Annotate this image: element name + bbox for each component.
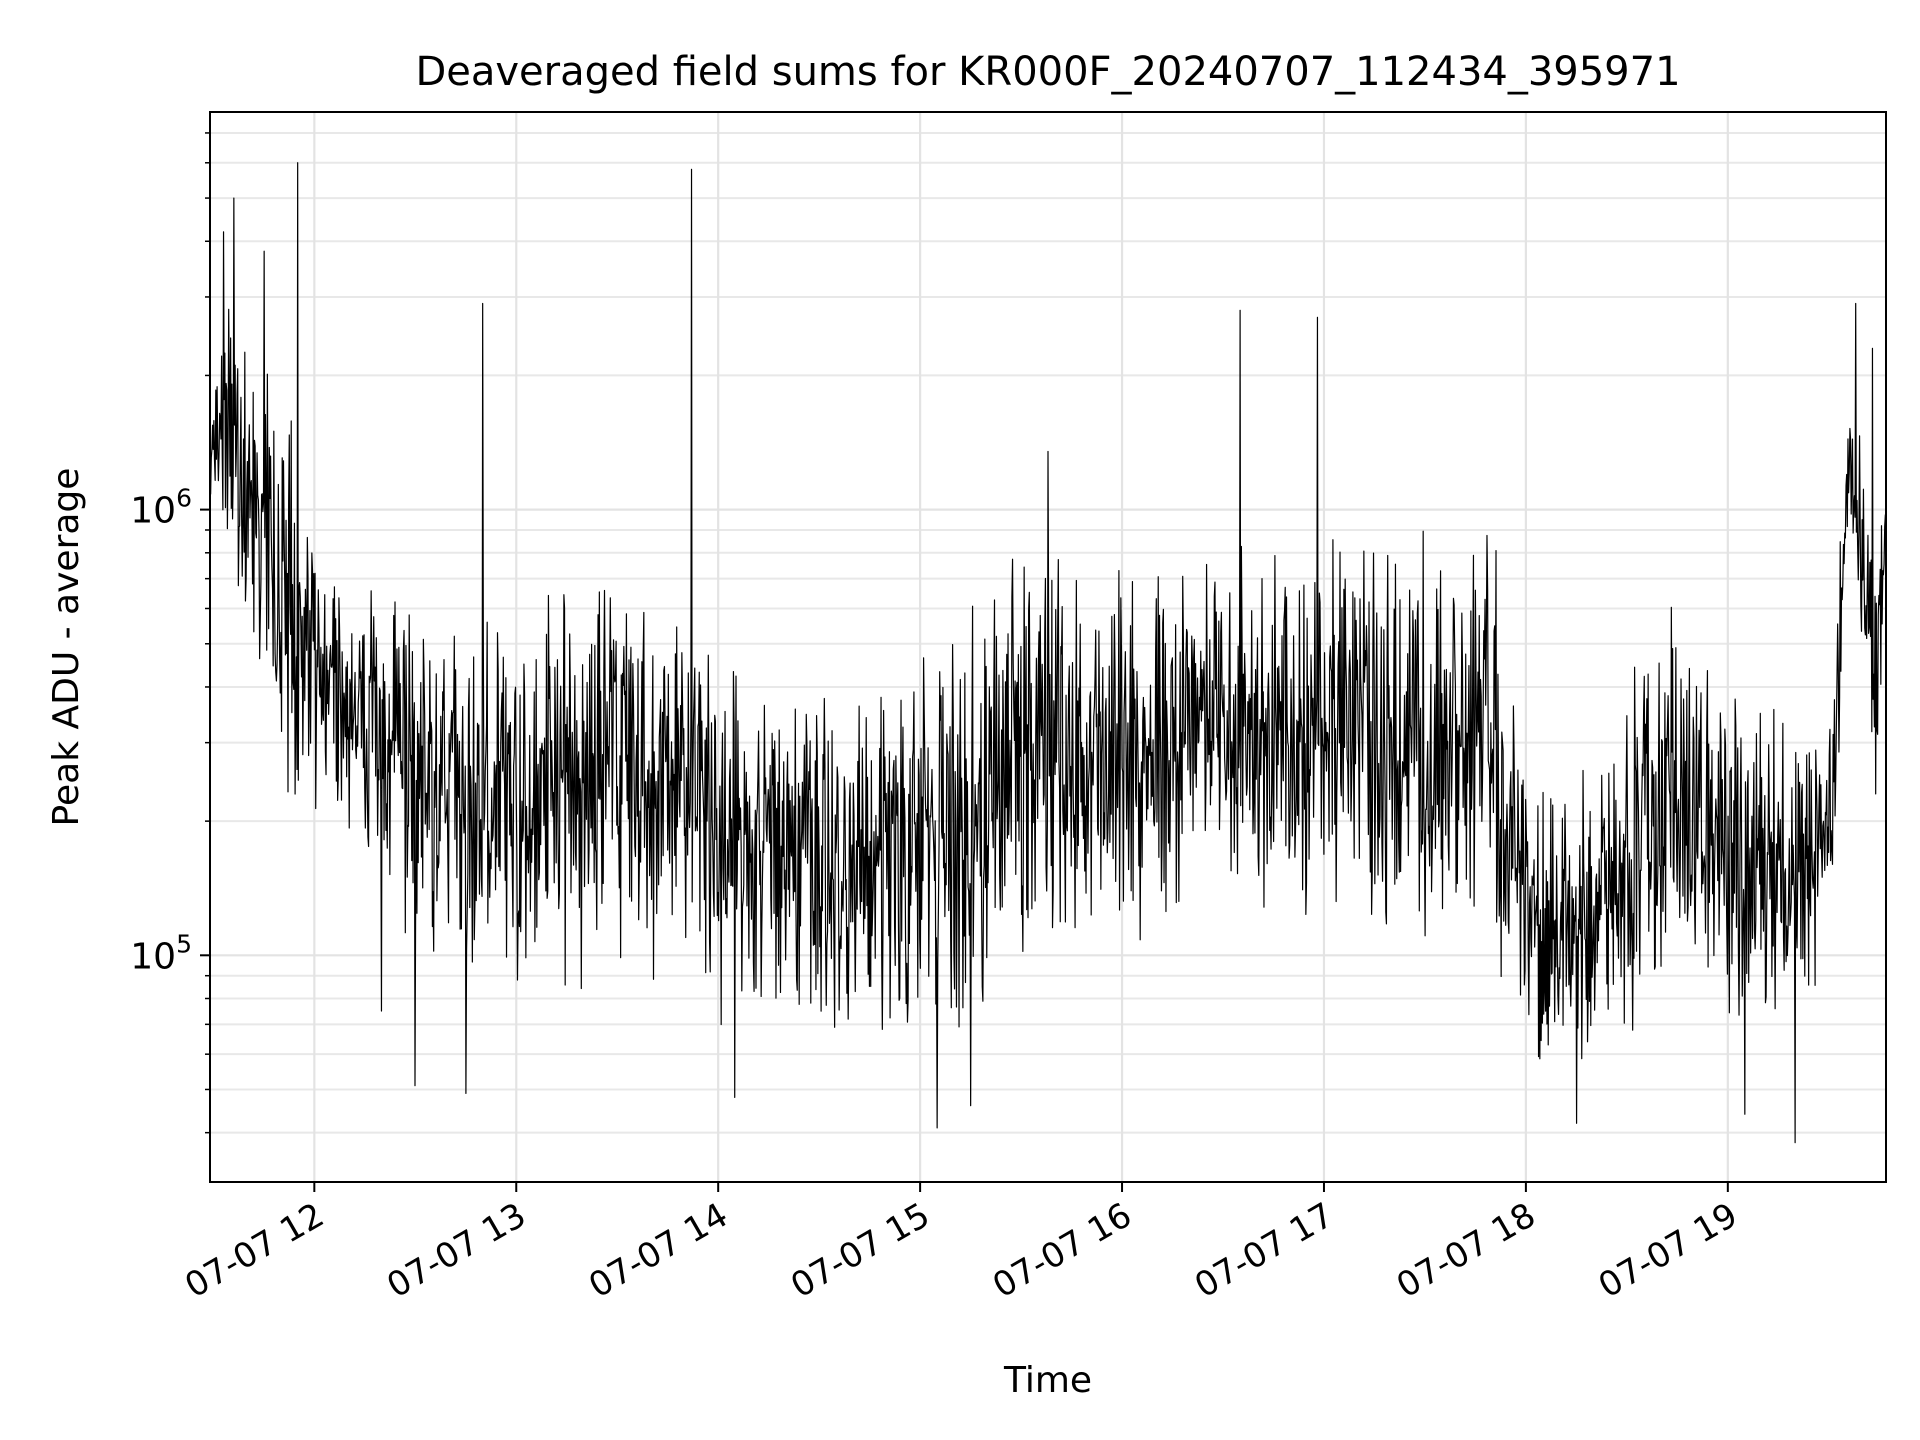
data-series <box>209 162 1887 1144</box>
series-line <box>209 162 1887 1144</box>
y-axis-label: Peak ADU - average <box>46 468 87 827</box>
chart-title: Deaveraged field sums for KR000F_2024070… <box>415 49 1680 95</box>
plot-frame <box>209 111 1887 1183</box>
x-axis-label: Time <box>1003 1360 1092 1401</box>
y-tick-label: 105 <box>130 929 192 977</box>
y-tick-label: 106 <box>130 484 192 532</box>
